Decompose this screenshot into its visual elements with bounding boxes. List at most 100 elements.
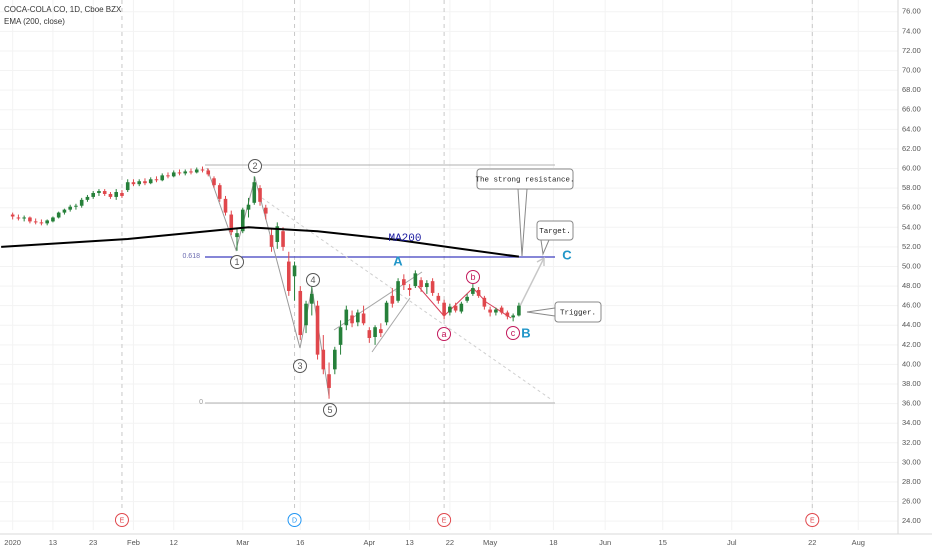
candle-body [356, 312, 360, 323]
callout-pointer [526, 307, 556, 317]
callout-box [536, 220, 574, 241]
candle-body [315, 305, 320, 355]
candle-body [505, 312, 510, 317]
candle-body [183, 171, 188, 174]
ema-line [1, 226, 520, 258]
candle-body [85, 196, 90, 200]
candle-body [206, 170, 211, 175]
abc-label: C [562, 247, 572, 262]
event-label: E [810, 517, 815, 524]
subwave-label: b [470, 272, 475, 282]
candle-body [419, 280, 423, 288]
candle-body [22, 217, 26, 219]
candle-body [194, 169, 199, 173]
x-tick-label: 12 [170, 538, 178, 547]
x-tick-label: 16 [296, 538, 304, 547]
x-tick-label: 22 [446, 538, 454, 547]
candle-body [517, 305, 521, 316]
y-tick-label: 28.00 [902, 477, 921, 486]
ma-label: MA200 [388, 233, 421, 245]
candle-body [482, 297, 487, 307]
candle-body [396, 281, 400, 301]
y-tick-label: 74.00 [902, 26, 921, 35]
chart-title: COCA-COLA CO, 1D, Cboe BZX [4, 5, 122, 14]
callout-box [554, 301, 602, 323]
y-tick-label: 38.00 [902, 379, 921, 388]
candle-body [436, 295, 441, 301]
candle-body [229, 214, 234, 233]
y-tick-label: 50.00 [902, 261, 921, 270]
candle-body [390, 295, 395, 304]
target-arrow [519, 257, 545, 307]
candle-body [269, 235, 274, 247]
callout-text: The strong resistance. [475, 176, 574, 184]
wave-label: 3 [297, 361, 302, 371]
abc-label: B [521, 325, 530, 340]
candle-body [459, 303, 464, 312]
y-tick-label: 52.00 [902, 242, 921, 251]
candle-body [448, 306, 452, 313]
y-tick-label: 32.00 [902, 438, 921, 447]
subwave-label-circle [506, 326, 520, 340]
candle-body [402, 279, 406, 286]
event-marker [114, 513, 129, 527]
y-tick-label: 42.00 [902, 340, 921, 349]
y-tick-label: 70.00 [902, 66, 921, 75]
candle-body [200, 169, 205, 171]
candle-body [131, 182, 136, 185]
x-tick-label: Jul [727, 538, 737, 547]
candle-body [384, 302, 389, 323]
candle-body [413, 273, 418, 287]
y-tick-label: 60.00 [902, 163, 921, 172]
candle-body [430, 281, 435, 293]
y-tick-label: 26.00 [902, 497, 921, 506]
marks [1, 166, 521, 399]
candle-body [425, 283, 429, 288]
candle-body [298, 290, 303, 336]
candle-body [171, 172, 176, 177]
candle-body [350, 315, 354, 324]
candle-body [275, 226, 280, 242]
x-tick-label: 22 [808, 538, 816, 547]
wave-label: 4 [310, 275, 315, 285]
fib-label: 0.618 [182, 253, 200, 260]
x-tick-label: May [483, 538, 497, 547]
x-tick-label: 2020 [4, 538, 21, 547]
drawings [205, 164, 555, 404]
y-tick-label: 62.00 [902, 144, 921, 153]
projection-line [261, 197, 553, 401]
wave-label-circle [306, 273, 320, 287]
target-arrow-head [536, 256, 545, 266]
candle-body [97, 191, 101, 193]
candle-body [476, 289, 481, 296]
candle-body [125, 182, 130, 191]
wave-label: 2 [252, 161, 257, 171]
callout-text: Trigger. [560, 309, 596, 317]
y-tick-label: 30.00 [902, 457, 921, 466]
candle-body [166, 175, 170, 177]
callout-text: Target. [539, 228, 571, 236]
y-tick-label: 58.00 [902, 183, 921, 192]
y-tick-label: 48.00 [902, 281, 921, 290]
y-tick-label: 46.00 [902, 301, 921, 310]
subwave-label: a [441, 329, 446, 339]
candle-body [309, 293, 314, 304]
candle-body [327, 374, 331, 388]
candle-body [240, 209, 245, 232]
y-tick-label: 66.00 [902, 105, 921, 114]
x-tick-label: Mar [236, 538, 249, 547]
candle-body [471, 288, 475, 294]
x-tick-label: Feb [127, 538, 140, 547]
candle-body [102, 191, 107, 194]
candle-body [286, 261, 291, 291]
candle-body [252, 182, 257, 203]
impulse-wave [206, 167, 330, 397]
y-tick-label: 54.00 [902, 222, 921, 231]
wave-label-circle [248, 159, 262, 173]
y-tick-label: 76.00 [902, 7, 921, 16]
candle-body [62, 209, 67, 213]
x-tick-label: 13 [405, 538, 413, 547]
x-tick-label: 18 [549, 538, 557, 547]
candle-body [333, 349, 337, 370]
